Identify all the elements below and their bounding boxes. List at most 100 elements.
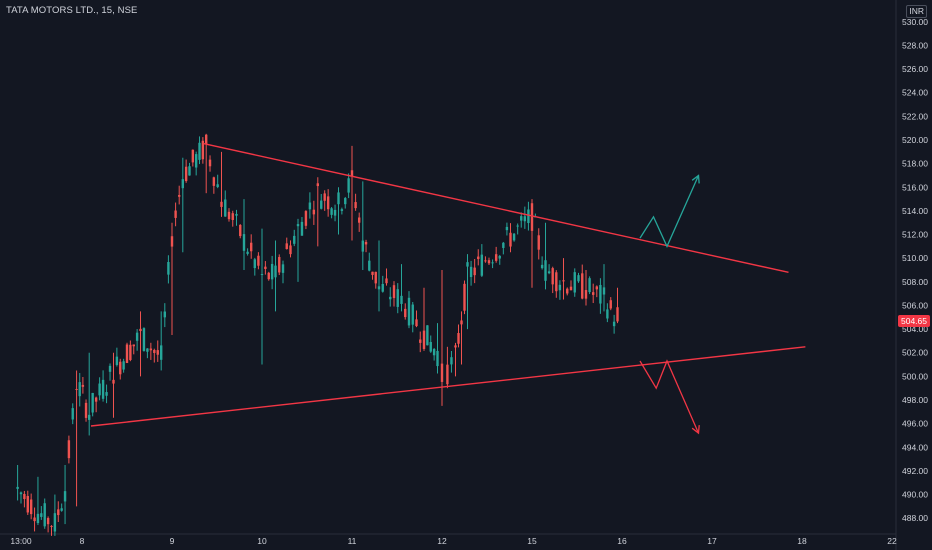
- candle-body: [487, 260, 491, 264]
- candle-body: [509, 232, 512, 247]
- x-tick-label: 11: [348, 536, 357, 546]
- candle-body: [201, 140, 205, 160]
- candle-body: [326, 196, 330, 210]
- candle-body: [267, 272, 270, 280]
- y-tick-label: 492.00: [902, 466, 928, 476]
- candle-body: [46, 518, 50, 525]
- candle-body: [450, 357, 453, 365]
- candle-body: [436, 350, 439, 367]
- candle-body: [584, 290, 588, 299]
- candle-body: [231, 213, 234, 220]
- candle-body: [540, 264, 544, 269]
- last-price-badge: 504.65: [898, 315, 930, 328]
- x-tick-label: 18: [797, 536, 807, 546]
- candle-body: [285, 243, 288, 250]
- candle-body: [588, 278, 591, 293]
- candle-body: [142, 328, 146, 351]
- arrow-down-head: [691, 425, 700, 435]
- candle-body: [392, 285, 396, 299]
- candle-body: [312, 209, 316, 215]
- candle-body: [53, 513, 57, 532]
- candle-body: [227, 211, 231, 220]
- candle-body: [194, 154, 198, 168]
- candle-body: [592, 292, 595, 295]
- candle-body: [125, 344, 129, 364]
- candle-body: [149, 348, 153, 351]
- candle-body: [36, 513, 40, 524]
- x-tick-label: 22: [887, 536, 897, 546]
- candle-body: [562, 280, 565, 282]
- candle-body: [108, 365, 112, 372]
- candle-body: [184, 166, 188, 182]
- candle-body: [569, 286, 573, 291]
- candle-body: [296, 224, 300, 227]
- y-tick-label: 512.00: [902, 230, 928, 240]
- candle-body: [555, 272, 558, 292]
- y-tick-label: 490.00: [902, 490, 928, 500]
- arrow-up-path: [639, 175, 700, 248]
- candle-body: [153, 349, 156, 353]
- candle-body: [368, 260, 371, 271]
- candle-body: [167, 262, 170, 275]
- candle-body: [40, 513, 43, 517]
- x-tick-label: 17: [707, 536, 717, 546]
- x-tick-label: 9: [170, 536, 175, 546]
- candle-body: [473, 267, 476, 276]
- candle-body: [274, 265, 277, 278]
- candle-body: [71, 408, 74, 420]
- candle-body: [246, 251, 249, 254]
- trendline: [90, 346, 806, 427]
- candle-body: [75, 388, 78, 390]
- y-tick-label: 494.00: [902, 442, 928, 452]
- candle-body: [253, 259, 256, 269]
- candle-body: [289, 245, 292, 255]
- candle-body: [480, 254, 484, 276]
- candle-body: [566, 288, 569, 294]
- candle-body: [411, 304, 414, 325]
- candle-body: [460, 320, 463, 325]
- candle-body: [191, 149, 195, 163]
- candle-body: [484, 260, 487, 262]
- candle-body: [466, 262, 469, 267]
- candle-body: [139, 328, 142, 332]
- candle-body: [19, 492, 23, 495]
- candle-body: [446, 364, 449, 385]
- candle-body: [26, 495, 29, 513]
- candle-body: [16, 486, 19, 489]
- candle-body: [407, 297, 411, 326]
- candle-body: [400, 295, 403, 304]
- candle-body: [43, 503, 46, 527]
- candle-body: [122, 361, 125, 370]
- y-tick-label: 524.00: [902, 88, 928, 98]
- candle-body: [33, 517, 36, 522]
- candle-body: [344, 198, 347, 205]
- candle-body: [132, 344, 135, 347]
- candle-body: [502, 242, 505, 248]
- candle-body: [432, 349, 436, 356]
- candle-body: [129, 344, 132, 361]
- y-tick-label: 498.00: [902, 395, 928, 405]
- currency-label[interactable]: INR: [906, 5, 927, 18]
- candle-body: [520, 216, 523, 221]
- candle-body: [463, 283, 466, 311]
- candle-body: [389, 296, 392, 300]
- candle-body: [257, 255, 260, 266]
- candle-body: [242, 234, 246, 251]
- candle-body: [239, 224, 242, 237]
- candle-body: [235, 213, 238, 216]
- chart-title: TATA MOTORS LTD., 15, NSE: [6, 5, 138, 16]
- candle-body: [224, 199, 227, 217]
- candle-body: [260, 274, 264, 276]
- y-tick-label: 514.00: [902, 206, 928, 216]
- y-tick-label: 506.00: [902, 300, 928, 310]
- candle-body: [81, 384, 85, 387]
- candle-body: [304, 211, 308, 226]
- candle-body: [415, 319, 418, 327]
- candle-body: [23, 493, 26, 500]
- candle-body: [523, 216, 527, 222]
- candle-body: [454, 345, 457, 348]
- candle-body: [377, 286, 381, 290]
- candle-body: [419, 339, 422, 343]
- candle-body: [612, 321, 616, 327]
